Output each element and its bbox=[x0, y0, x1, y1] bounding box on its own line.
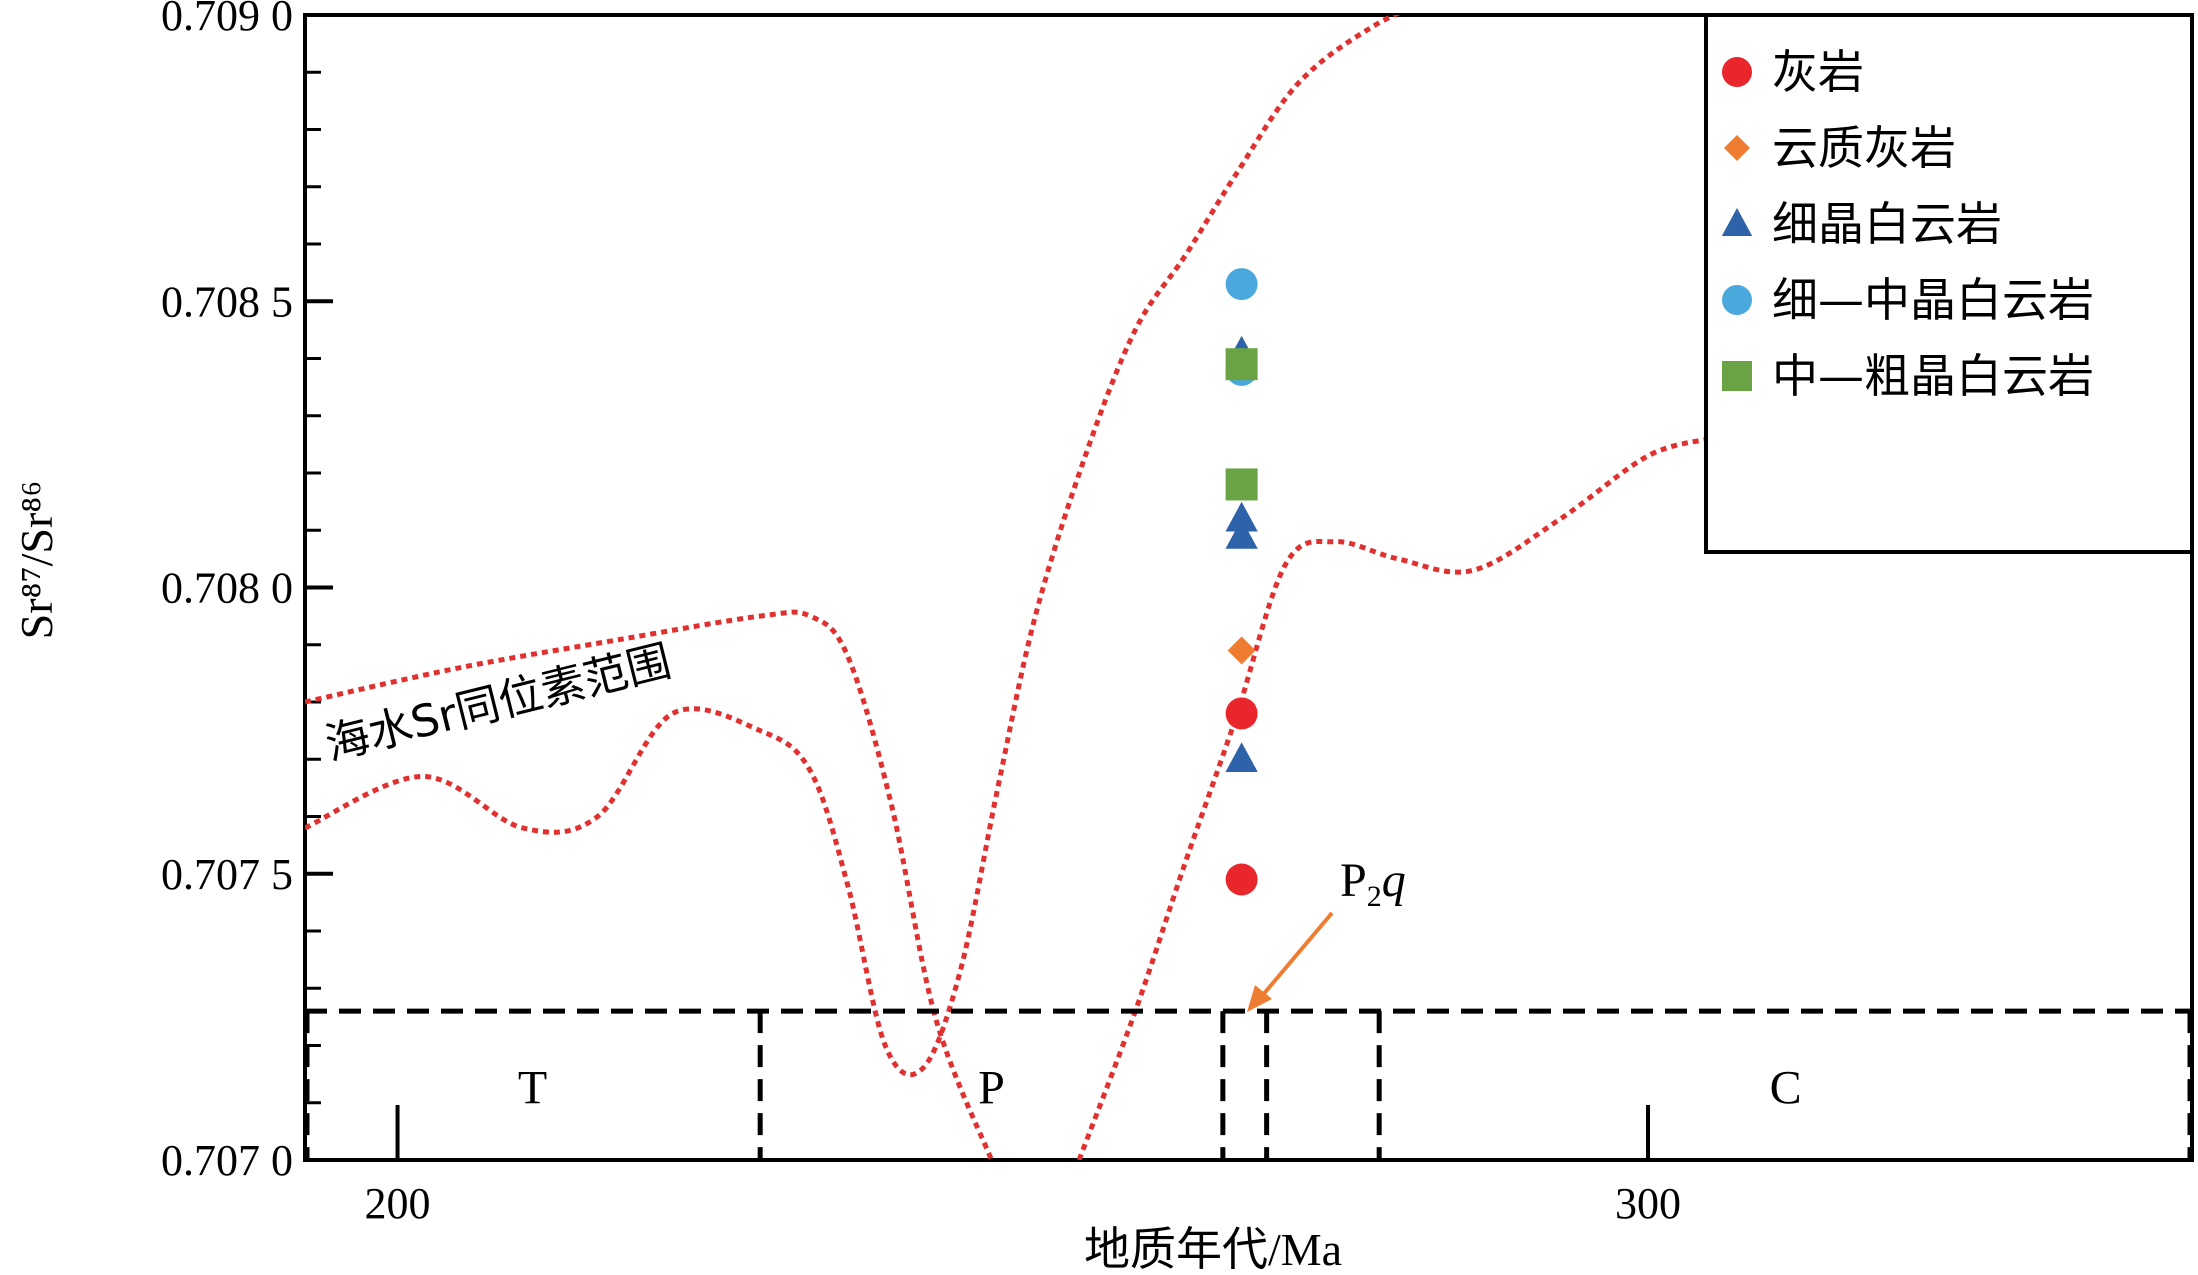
data-point bbox=[1225, 863, 1258, 896]
p2q-arrow-line bbox=[1254, 911, 1334, 1005]
y-tick-label: 0.708 5 bbox=[161, 277, 293, 326]
x-tick-label: 200 bbox=[365, 1179, 431, 1228]
x-tick-label: 300 bbox=[1615, 1179, 1681, 1228]
data-point bbox=[1225, 501, 1258, 532]
legend-marker bbox=[1722, 285, 1752, 315]
legend-box bbox=[1704, 13, 2194, 554]
data-point bbox=[1225, 348, 1258, 381]
band-lower-right-curve bbox=[1076, 436, 1712, 1160]
y-axis-title: Sr⁸⁷/Sr⁸⁶ bbox=[11, 481, 62, 640]
x-axis-ticks: 200 300 bbox=[365, 1105, 1681, 1228]
legend-label: 云质灰岩 bbox=[1772, 121, 1956, 175]
data-point bbox=[1227, 636, 1256, 665]
data-points bbox=[1225, 268, 1258, 896]
legend-marker bbox=[1721, 208, 1753, 236]
period-label-T: T bbox=[518, 1062, 547, 1115]
legend-label: 细晶白云岩 bbox=[1772, 197, 2002, 251]
legend-marker bbox=[1722, 361, 1752, 391]
legend-label: 中—粗晶白云岩 bbox=[1772, 349, 2094, 403]
p2q-label-sub: 2 bbox=[1367, 880, 1382, 913]
data-point bbox=[1225, 468, 1258, 501]
p2q-label-q: q bbox=[1382, 854, 1406, 907]
legend-marker bbox=[1722, 57, 1752, 87]
period-label-P: P bbox=[978, 1062, 1005, 1115]
period-label-C: C bbox=[1770, 1062, 1802, 1115]
y-tick-label: 0.707 5 bbox=[161, 850, 293, 899]
p2q-annotation: P2q bbox=[1247, 854, 1406, 1012]
y-tick-label: 0.708 0 bbox=[161, 564, 293, 613]
data-point bbox=[1225, 697, 1258, 730]
band-upper-left-curve bbox=[305, 609, 994, 1160]
seawater-band-label: 海水Sr同位素范围 bbox=[320, 636, 676, 771]
band-inner-curve bbox=[305, 15, 1401, 1078]
y-tick-label: 0.709 0 bbox=[161, 0, 293, 40]
data-point bbox=[1225, 518, 1258, 549]
y-tick-label: 0.707 0 bbox=[161, 1136, 293, 1185]
p2q-label: P2q bbox=[1340, 854, 1406, 913]
legend-label: 细—中晶白云岩 bbox=[1772, 273, 2094, 327]
p2q-label-main: P bbox=[1340, 854, 1367, 907]
legend-label: 灰岩 bbox=[1772, 45, 1864, 99]
data-point bbox=[1225, 742, 1258, 772]
seawater-sr-band bbox=[305, 15, 1712, 1160]
y-axis-ticks: 0.707 0 0.707 5 0.708 0 0.708 5 0.709 0 bbox=[161, 0, 333, 1185]
p2q-arrow-head bbox=[1247, 985, 1272, 1012]
legend-marker bbox=[1724, 135, 1750, 161]
x-axis-title: 地质年代/Ma bbox=[1084, 1224, 1342, 1275]
data-point bbox=[1225, 268, 1258, 301]
